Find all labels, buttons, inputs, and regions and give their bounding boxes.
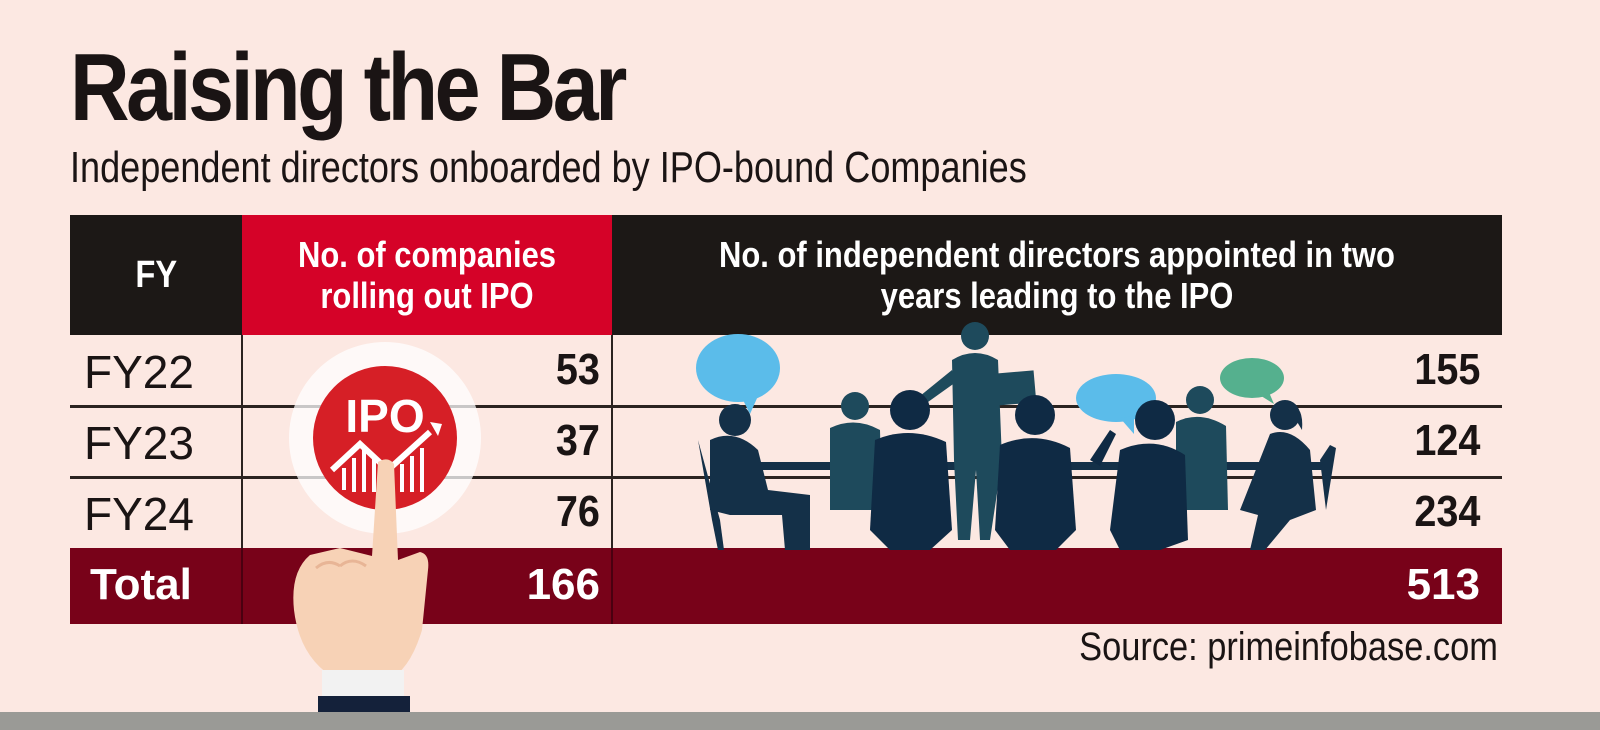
table-row: FY23 37 124 [70, 406, 1502, 477]
header-directors: No. of independent directors appointed i… [612, 215, 1502, 335]
hand-pressing-ipo-button-icon: IPO [289, 342, 481, 730]
row-companies: 37 [555, 416, 600, 465]
data-table: FY No. of companies rolling out IPO No. … [70, 215, 1502, 627]
row-divider [70, 405, 1502, 408]
footer-bar [0, 712, 1600, 730]
table-row: FY24 76 234 [70, 477, 1502, 548]
boardroom-meeting-silhouette-icon [696, 322, 1336, 550]
row-directors: 234 [1413, 487, 1480, 536]
row-divider [70, 476, 1502, 479]
row-fy: FY23 [84, 417, 194, 469]
column-divider [241, 335, 243, 548]
chart-title: Raising the Bar [70, 34, 627, 141]
row-fy: FY22 [84, 346, 194, 398]
total-label: Total [90, 560, 192, 609]
svg-text:IPO: IPO [345, 390, 424, 442]
total-companies: 166 [526, 560, 600, 609]
row-directors: 155 [1413, 345, 1480, 394]
header-fy: FY [70, 215, 242, 335]
column-divider [611, 335, 613, 548]
chart-subtitle: Independent directors onboarded by IPO-b… [70, 143, 1027, 192]
row-fy: FY24 [84, 488, 194, 540]
table-row: FY22 53 155 [70, 335, 1502, 406]
row-companies: 53 [555, 345, 600, 394]
row-companies: 76 [555, 487, 600, 536]
total-directors: 513 [1406, 560, 1480, 609]
row-directors: 124 [1413, 416, 1480, 465]
header-companies: No. of companies rolling out IPO [242, 215, 612, 335]
source-note: Source: primeinfobase.com [1079, 625, 1498, 669]
